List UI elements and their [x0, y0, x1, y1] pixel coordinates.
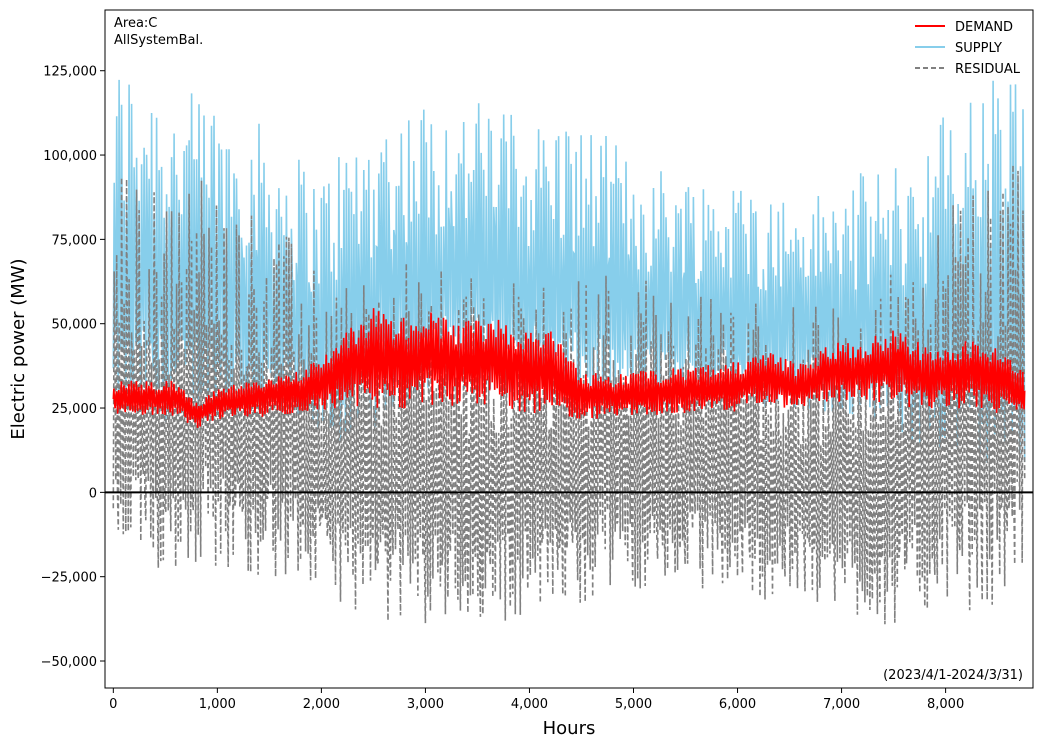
x-tick-label: 5,000: [615, 697, 652, 712]
y-tick-label: 0: [89, 486, 97, 501]
mode-annotation: AllSystemBal.: [114, 33, 203, 48]
series-residual-line: [112, 164, 1026, 625]
y-tick-label: 50,000: [52, 318, 98, 333]
y-axis-ticks: −50,000 −25,000 0 25,000 50,000 75,000 100,000…: [41, 65, 105, 670]
legend: DEMAND SUPPLY RESIDUAL: [915, 20, 1021, 77]
legend-label-demand: DEMAND: [955, 20, 1013, 35]
y-tick-label: 125,000: [43, 65, 97, 80]
x-tick-label: 6,000: [719, 697, 756, 712]
series-layer: [112, 79, 1026, 625]
x-tick-label: 8,000: [927, 697, 964, 712]
plot-frame: [104, 9, 1034, 689]
y-tick-label: 25,000: [52, 402, 98, 417]
series-demand-line: [112, 308, 1026, 428]
x-tick-label: 0: [109, 697, 117, 712]
x-tick-label: 7,000: [823, 697, 860, 712]
period-annotation: (2023/4/1-2024/3/31): [883, 668, 1023, 683]
x-tick-label: 1,000: [199, 697, 236, 712]
x-tick-label: 3,000: [407, 697, 444, 712]
x-axis-ticks: 0 1,000 2,000 3,000 4,000 5,000 6,000 7,000 8,00…: [109, 688, 964, 712]
legend-label-residual: RESIDUAL: [955, 62, 1021, 77]
y-tick-label: 100,000: [43, 149, 97, 164]
area-annotation: Area:C: [114, 16, 157, 31]
x-axis-title: Hours: [543, 718, 596, 739]
y-tick-label: −25,000: [41, 571, 97, 586]
x-tick-label: 4,000: [511, 697, 548, 712]
y-tick-label: 75,000: [52, 233, 98, 248]
series-supply-line: [112, 79, 1026, 463]
legend-label-supply: SUPPLY: [955, 41, 1002, 56]
x-tick-label: 2,000: [303, 697, 340, 712]
y-axis-title: Electric power (MW): [8, 258, 29, 439]
y-tick-label: −50,000: [41, 655, 97, 670]
plot-area: [104, 9, 1034, 689]
